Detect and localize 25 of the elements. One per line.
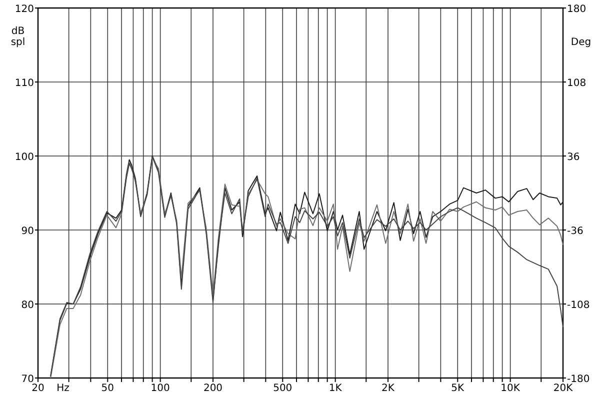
y-axis-title: dB spl	[10, 26, 26, 48]
x-tick-label: 5K	[451, 383, 465, 394]
y-tick-label: 120	[14, 4, 34, 15]
x-tick-label: 100	[150, 383, 170, 394]
y2-tick-label: -180	[567, 374, 590, 385]
x-tick-label: 20	[32, 383, 44, 394]
y2-tick-label: -108	[567, 300, 590, 311]
y2-axis-title: Deg	[570, 37, 592, 48]
y2-tick-label: 108	[567, 78, 586, 89]
y-tick-label: 100	[14, 152, 34, 163]
x-axis-title: Hz	[56, 383, 70, 394]
y-tick-label: 80	[21, 300, 34, 311]
y-tick-label: 90	[21, 226, 34, 237]
y2-tick-label: 180	[567, 4, 586, 15]
y2-tick-label: -36	[567, 226, 584, 237]
x-tick-label: 10K	[500, 383, 520, 394]
y-tick-label: 110	[14, 78, 34, 89]
x-tick-label: 1K	[328, 383, 342, 394]
x-tick-label: 50	[101, 383, 114, 394]
y-tick-label: 70	[21, 374, 34, 385]
x-tick-label: 20K	[553, 383, 574, 394]
x-tick-label: 2K	[382, 383, 395, 394]
x-tick-label: 200	[203, 383, 223, 394]
y2-tick-label: 36	[567, 152, 580, 163]
x-tick-label: 500	[273, 383, 292, 394]
